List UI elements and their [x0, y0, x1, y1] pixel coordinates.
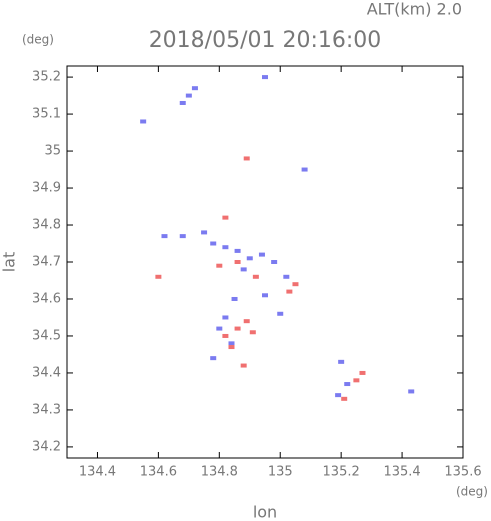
- echo-point: [185, 93, 192, 98]
- echo-point: [231, 296, 238, 301]
- echo-point: [201, 230, 208, 235]
- echo-point: [341, 396, 348, 401]
- x-tick-label: 135: [268, 465, 293, 480]
- echo-point: [161, 234, 168, 239]
- echo-point: [271, 260, 278, 264]
- y-axis-label: lat: [0, 252, 19, 273]
- echo-point: [228, 345, 235, 350]
- echo-point: [179, 100, 186, 105]
- y-tick-label: 34.8: [32, 218, 61, 233]
- echo-point: [240, 363, 247, 368]
- x-tick-label: 135.2: [323, 465, 360, 480]
- echo-point: [216, 263, 223, 268]
- echo-point: [140, 119, 147, 124]
- y-tick-label: 35.2: [32, 70, 61, 85]
- echo-point: [344, 382, 351, 387]
- echo-point: [408, 389, 415, 394]
- echo-point: [234, 260, 241, 264]
- y-tick-label: 34.9: [32, 181, 61, 196]
- y-tick-label: 34.5: [32, 328, 61, 343]
- x-axis-label: lon: [253, 503, 277, 521]
- echo-point: [359, 370, 366, 375]
- echo-point: [338, 359, 345, 364]
- echo-point: [234, 326, 241, 331]
- echo-point: [246, 256, 253, 261]
- x-tick-label: 134.6: [140, 465, 177, 480]
- echo-point: [210, 356, 217, 361]
- echo-point: [277, 311, 284, 316]
- echo-point: [301, 167, 308, 172]
- y-tick-label: 34.7: [32, 255, 61, 270]
- echo-point: [286, 289, 293, 294]
- echo-point: [228, 341, 235, 346]
- echo-point: [240, 267, 247, 272]
- echo-point: [243, 156, 250, 161]
- y-tick-label: 34.4: [32, 365, 61, 380]
- echo-point: [262, 293, 268, 298]
- x-unit: (deg): [456, 485, 488, 499]
- echo-point: [222, 245, 229, 250]
- x-tick-label: 134.8: [201, 465, 238, 480]
- y-tick-label: 34.3: [32, 402, 61, 417]
- echo-point: [249, 330, 256, 335]
- echo-point: [262, 75, 268, 80]
- echo-point: [335, 393, 342, 398]
- echo-point: [283, 274, 290, 279]
- echo-point: [179, 234, 186, 239]
- y-tick-label: 35: [44, 144, 61, 159]
- echo-point: [292, 282, 299, 287]
- y-tick-label: 34.6: [32, 291, 61, 306]
- echo-point: [353, 378, 360, 383]
- y-unit: (deg): [22, 33, 54, 47]
- echo-point: [258, 252, 265, 257]
- y-tick-label: 35.1: [32, 107, 61, 122]
- chart-title: 2018/05/01 20:16:00: [149, 28, 382, 53]
- echo-point: [191, 86, 198, 91]
- echo-point: [252, 274, 259, 279]
- echo-point: [234, 248, 241, 253]
- x-tick-label: 135.6: [444, 465, 481, 480]
- echo-point: [222, 315, 229, 320]
- echo-point: [222, 215, 229, 220]
- x-tick-label: 134.4: [79, 465, 116, 480]
- echo-point: [210, 241, 217, 246]
- echo-point: [216, 326, 223, 331]
- echo-point: [222, 333, 229, 338]
- chart-subtitle: ALT(km) 2.0: [367, 0, 462, 19]
- y-tick-label: 34.2: [32, 439, 61, 454]
- echo-point: [243, 319, 250, 324]
- echo-point: [155, 274, 162, 279]
- x-tick-label: 135.4: [383, 465, 420, 480]
- plot-frame: [66, 65, 464, 459]
